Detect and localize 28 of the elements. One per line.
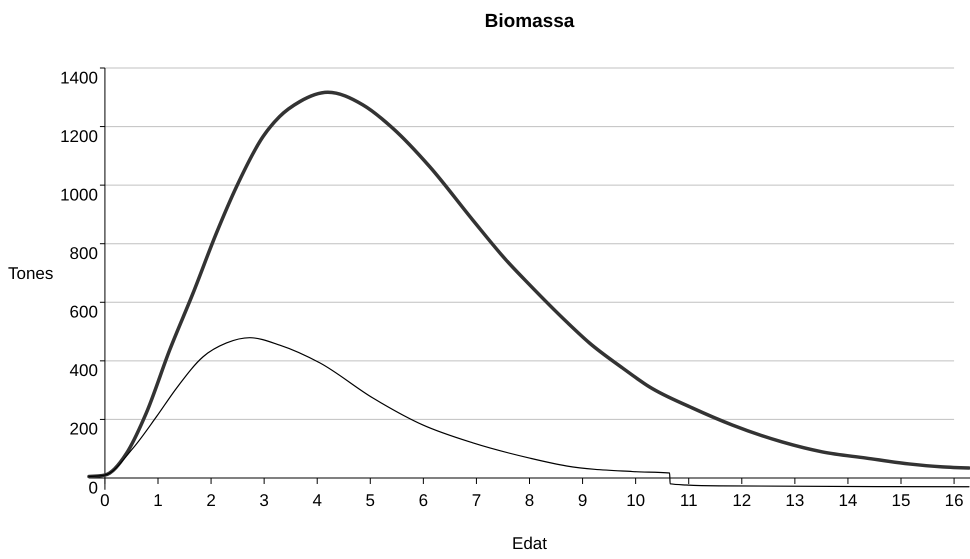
chart-title: Biomassa [484,11,575,32]
x-tick-label: 9 [578,491,588,510]
x-tick-label: 15 [892,491,910,510]
x-tick-label: 7 [472,491,482,510]
y-axis-title: Tones [8,264,54,283]
x-tick-label: 12 [732,491,752,510]
x-tick-label: 10 [626,491,646,510]
x-tick-label: 11 [680,491,698,510]
y-tick-label: 1200 [60,126,98,146]
x-tick-label: 6 [418,491,428,510]
y-tick-label: 1000 [60,185,98,204]
x-tick-label: 13 [785,491,804,510]
x-tick-label: 2 [206,491,216,510]
y-tick-label: 1400 [60,68,98,88]
y-tick-label: 0 [88,478,98,498]
x-tick-label: 14 [838,491,858,510]
x-tick-label: 4 [312,491,322,510]
y-tick-label: 600 [70,302,98,322]
x-tick-label: 3 [259,491,269,510]
y-tick-label: 800 [70,244,98,264]
y-tick-label: 400 [70,361,98,380]
x-tick-label: 16 [944,491,964,510]
x-tick-label: 5 [366,491,376,510]
x-tick-label: 0 [100,491,110,510]
x-tick-label: 1 [153,491,163,510]
x-axis-title: Edat [512,534,548,553]
y-tick-label: 200 [70,420,98,439]
x-tick-label: 8 [524,491,534,510]
